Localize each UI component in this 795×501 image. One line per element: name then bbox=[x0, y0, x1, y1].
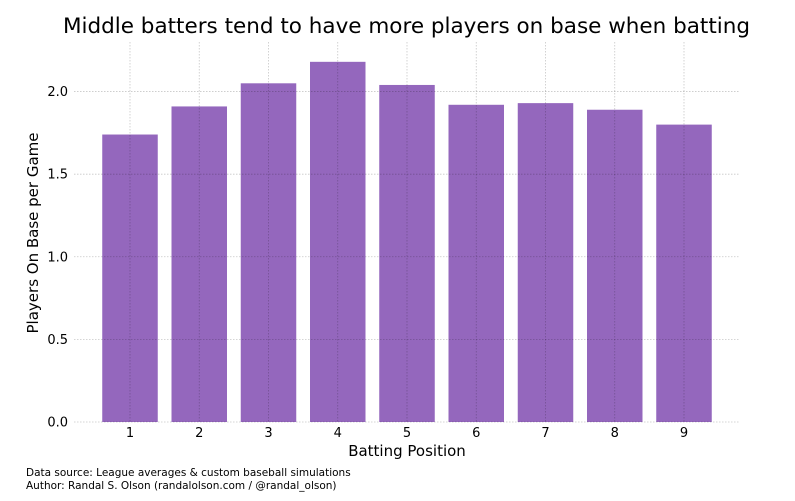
y-tick-label: 1.0 bbox=[47, 250, 68, 265]
author-note: Author: Randal S. Olson (randalolson.com… bbox=[26, 479, 337, 492]
chart-title: Middle batters tend to have more players… bbox=[62, 14, 751, 39]
y-tick-label: 0.5 bbox=[47, 333, 68, 348]
x-tick-label: 4 bbox=[334, 426, 342, 441]
bars-layer bbox=[102, 61, 712, 423]
bar-position-9 bbox=[656, 124, 712, 422]
data-source-note: Data source: League averages & custom ba… bbox=[26, 467, 351, 479]
x-tick-label: 6 bbox=[472, 426, 480, 441]
x-tick-label: 2 bbox=[195, 426, 203, 441]
x-axis-title: Batting Position bbox=[348, 442, 466, 460]
bar-position-6 bbox=[448, 104, 504, 423]
bar-position-5 bbox=[379, 84, 435, 423]
bar-position-3 bbox=[240, 83, 297, 422]
bar-position-4 bbox=[310, 61, 366, 423]
y-tick-label: 1.5 bbox=[47, 168, 68, 183]
x-tick-labels: 1 2 3 4 5 6 7 8 9 bbox=[126, 426, 688, 441]
x-tick-label: 8 bbox=[611, 426, 619, 441]
footer-note: Data source: League averages & custom ba… bbox=[26, 467, 351, 492]
bar-position-7 bbox=[517, 103, 574, 422]
y-tick-labels: 0.0 0.5 1.0 1.5 2.0 bbox=[47, 85, 68, 430]
x-tick-label: 9 bbox=[680, 426, 688, 441]
x-tick-label: 1 bbox=[126, 426, 134, 441]
bar-position-1 bbox=[102, 134, 158, 423]
x-tick-label: 7 bbox=[541, 426, 549, 441]
bar-position-2 bbox=[171, 106, 227, 422]
x-tick-label: 5 bbox=[403, 426, 411, 441]
bar-position-8 bbox=[587, 109, 643, 422]
y-tick-label: 0.0 bbox=[47, 416, 68, 431]
x-tick-label: 3 bbox=[264, 426, 272, 441]
y-tick-label: 2.0 bbox=[47, 85, 68, 100]
grid-layer bbox=[74, 42, 740, 423]
y-axis-title: Players On Base per Game bbox=[24, 133, 42, 334]
